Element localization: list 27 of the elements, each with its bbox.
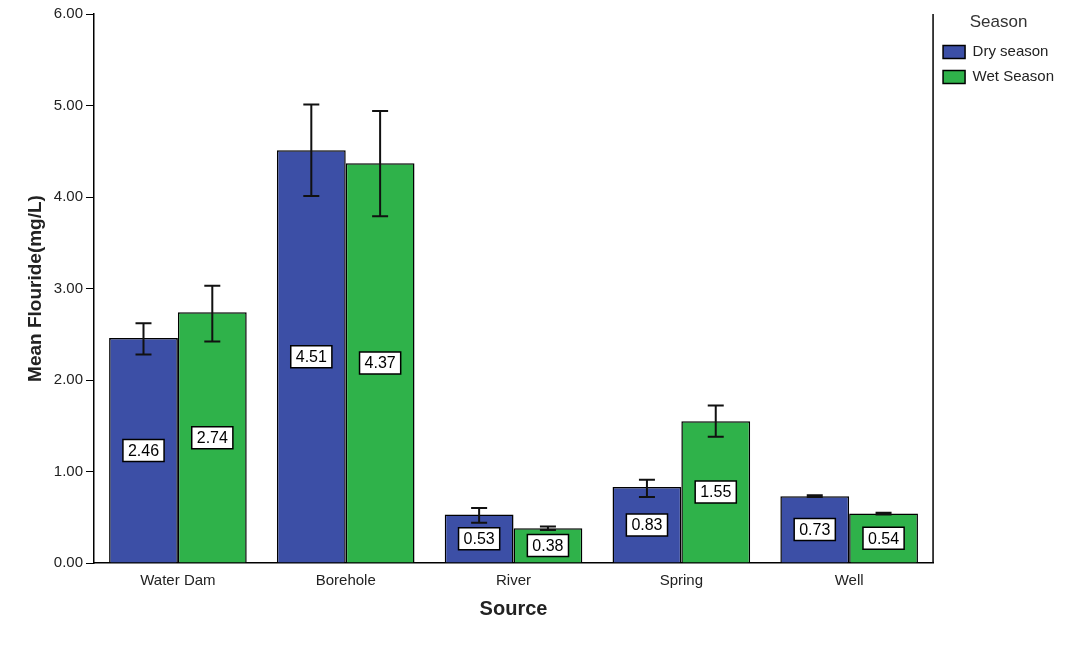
data-label: 0.53 xyxy=(463,530,495,548)
y-tick-label: 4.00 xyxy=(53,187,83,205)
data-label: 0.54 xyxy=(867,529,900,547)
data-label: 2.46 xyxy=(127,441,160,459)
y-tick-label: 0.00 xyxy=(53,553,83,571)
data-label: 4.51 xyxy=(295,348,327,366)
y-axis-title: Mean Flouride(mg/L) xyxy=(23,195,45,382)
x-tick-label: Borehole xyxy=(315,571,376,589)
x-tick-label: River xyxy=(496,571,532,589)
legend-label: Dry season xyxy=(972,42,1049,60)
y-tick-label: 2.00 xyxy=(53,370,83,388)
data-label: 1.55 xyxy=(700,483,732,501)
y-tick-label: 1.00 xyxy=(53,461,83,479)
data-label: 2.74 xyxy=(196,429,228,447)
y-tick-label: 3.00 xyxy=(53,278,83,296)
y-tick-label: 5.00 xyxy=(53,95,83,113)
x-tick-label: Spring xyxy=(659,571,704,589)
data-label: 0.83 xyxy=(631,516,663,534)
legend-title: Season xyxy=(969,12,1028,32)
x-axis-title: Source xyxy=(479,596,548,619)
legend-label: Wet Season xyxy=(972,67,1055,85)
data-label: 0.73 xyxy=(799,521,831,539)
data-label: 0.38 xyxy=(532,537,564,555)
data-label: 4.37 xyxy=(364,354,396,372)
y-tick-label: 6.00 xyxy=(53,4,83,22)
x-tick-label: Well xyxy=(834,571,864,589)
x-tick-label: Water Dam xyxy=(140,571,216,589)
